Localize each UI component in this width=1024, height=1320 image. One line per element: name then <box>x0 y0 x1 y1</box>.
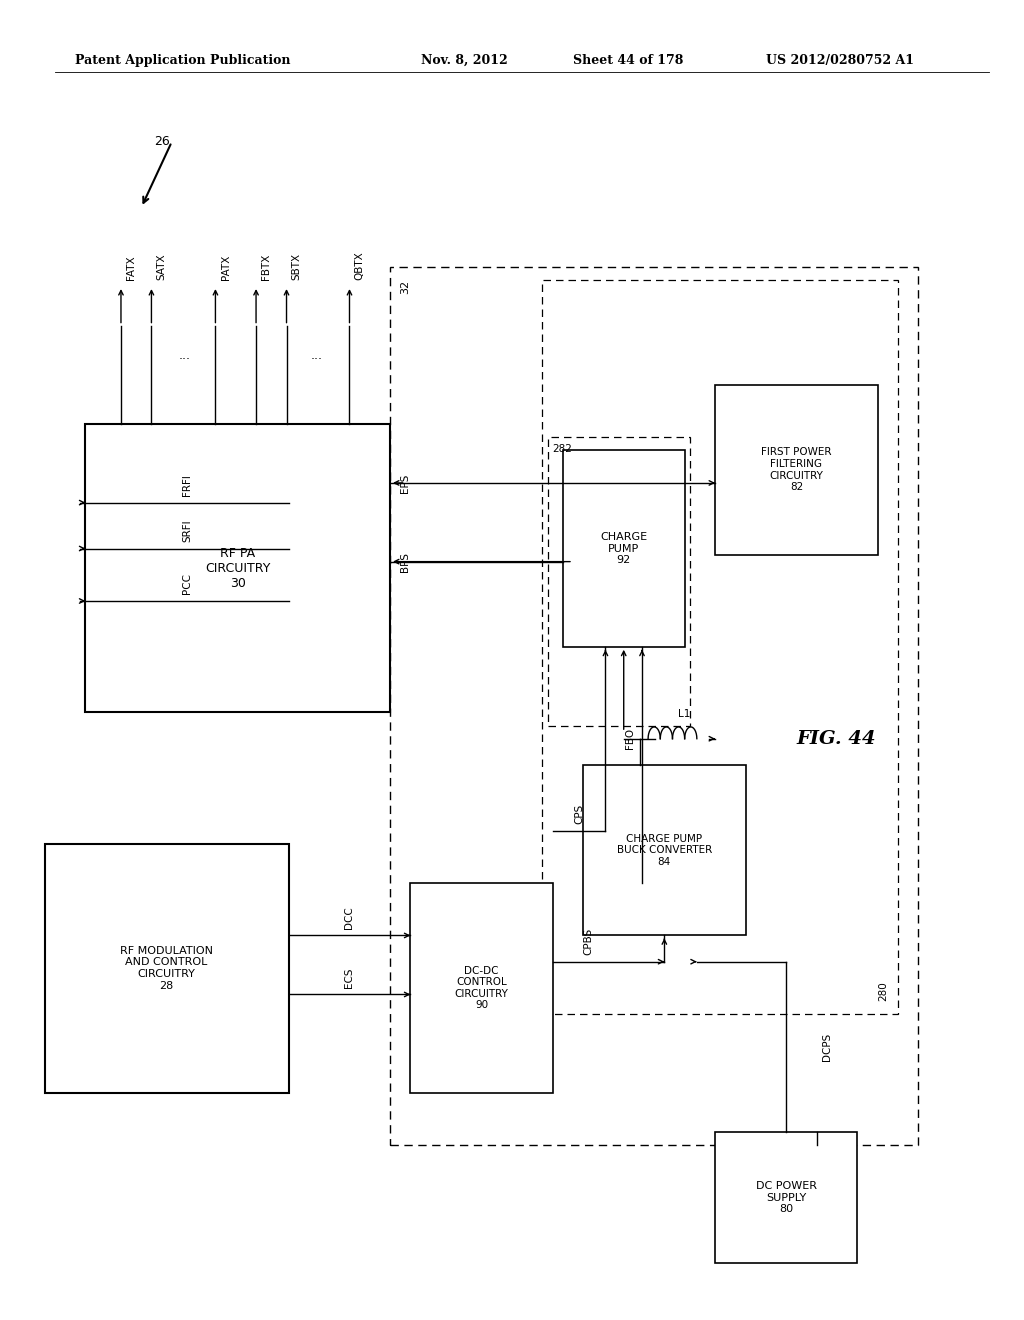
Bar <box>411 883 553 1093</box>
Text: CPBS: CPBS <box>584 928 593 956</box>
Bar <box>563 450 685 647</box>
Text: EPS: EPS <box>400 474 411 492</box>
Text: DC POWER
SUPPLY
80: DC POWER SUPPLY 80 <box>756 1181 817 1214</box>
Text: FIRST POWER
FILTERING
CIRCUITRY
82: FIRST POWER FILTERING CIRCUITRY 82 <box>761 447 831 492</box>
Text: DCPS: DCPS <box>822 1032 831 1061</box>
Text: 26: 26 <box>155 136 170 148</box>
Text: Sheet 44 of 178: Sheet 44 of 178 <box>573 54 683 67</box>
Text: ECS: ECS <box>344 968 354 987</box>
Text: FBO: FBO <box>625 729 635 750</box>
Bar <box>548 437 690 726</box>
Text: CHARGE
PUMP
92: CHARGE PUMP 92 <box>600 532 647 565</box>
Text: 280: 280 <box>878 981 888 1001</box>
Text: PCC: PCC <box>182 573 191 594</box>
Text: CHARGE PUMP
BUCK CONVERTER
84: CHARGE PUMP BUCK CONVERTER 84 <box>616 834 712 867</box>
Text: ...: ... <box>179 348 190 362</box>
Text: US 2012/0280752 A1: US 2012/0280752 A1 <box>766 54 913 67</box>
Bar <box>45 843 289 1093</box>
Text: DCC: DCC <box>344 906 354 929</box>
Text: Patent Application Publication: Patent Application Publication <box>75 54 291 67</box>
Text: PATX: PATX <box>220 255 230 280</box>
Text: RF PA
CIRCUITRY
30: RF PA CIRCUITRY 30 <box>205 546 270 590</box>
Text: QBTX: QBTX <box>354 251 365 280</box>
Text: 32: 32 <box>400 280 411 294</box>
Bar <box>715 384 878 556</box>
Text: FRFI: FRFI <box>182 474 191 496</box>
Bar <box>85 424 390 713</box>
Bar <box>715 1133 857 1263</box>
Bar <box>543 280 898 1014</box>
Text: FBTX: FBTX <box>261 253 271 280</box>
Bar <box>390 267 919 1146</box>
Text: SBTX: SBTX <box>292 252 302 280</box>
Text: FATX: FATX <box>126 255 136 280</box>
Text: DC-DC
CONTROL
CIRCUITRY
90: DC-DC CONTROL CIRCUITRY 90 <box>455 965 509 1010</box>
Text: BPS: BPS <box>400 552 411 572</box>
Text: FIG. 44: FIG. 44 <box>797 730 876 747</box>
Text: Nov. 8, 2012: Nov. 8, 2012 <box>421 54 507 67</box>
Text: RF MODULATION
AND CONTROL
CIRCUITRY
28: RF MODULATION AND CONTROL CIRCUITRY 28 <box>120 946 213 990</box>
Text: SRFI: SRFI <box>182 519 191 543</box>
Text: 282: 282 <box>553 444 572 454</box>
Text: SATX: SATX <box>157 253 167 280</box>
Bar <box>583 764 745 936</box>
Text: L1: L1 <box>679 709 691 719</box>
Text: CPS: CPS <box>574 804 584 824</box>
Text: ...: ... <box>311 348 323 362</box>
